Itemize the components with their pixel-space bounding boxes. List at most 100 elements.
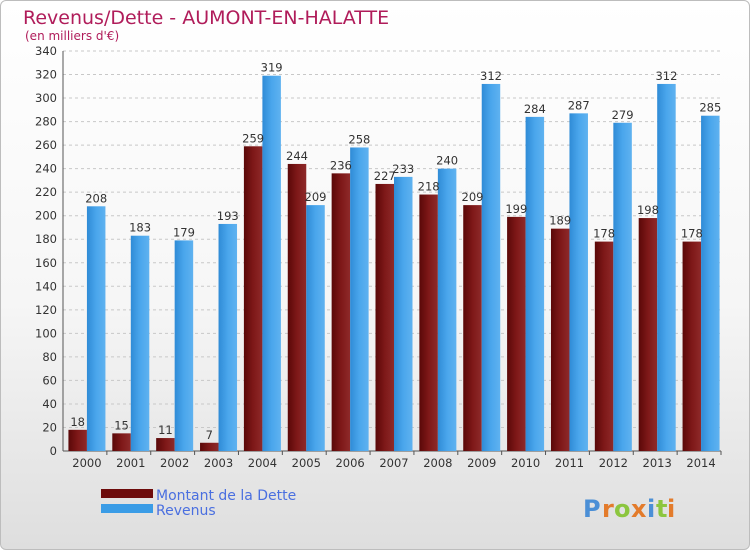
bar-revenus bbox=[569, 113, 588, 452]
bar-revenus bbox=[701, 115, 720, 452]
x-tick-label: 2003 bbox=[204, 456, 233, 470]
legend-swatch-debt bbox=[101, 489, 153, 498]
bar-debt bbox=[287, 163, 307, 452]
axis-layer: 0 20 40 60 80 100 120 140 160 180 200 220 240 260 280 3… bbox=[35, 44, 722, 470]
x-tick-label: 2008 bbox=[423, 456, 452, 470]
value-label-debt: 178 bbox=[681, 227, 703, 241]
bar-revenus bbox=[306, 205, 325, 451]
value-label-debt: 244 bbox=[286, 149, 308, 163]
y-tick-label: 120 bbox=[35, 303, 57, 317]
x-tick-label: 2009 bbox=[467, 456, 496, 470]
bar-revenus bbox=[350, 147, 369, 451]
x-tick-label: 2005 bbox=[292, 456, 321, 470]
value-label-debt: 7 bbox=[206, 428, 213, 442]
bar-debt bbox=[682, 241, 702, 451]
value-label-debt: 199 bbox=[505, 202, 527, 216]
bar-revenus bbox=[613, 122, 632, 451]
y-tick-label: 0 bbox=[50, 444, 57, 458]
y-tick-label: 260 bbox=[35, 138, 57, 152]
bar-layer bbox=[68, 75, 720, 452]
logo-letter: o bbox=[614, 495, 631, 523]
bar-revenus bbox=[394, 176, 413, 451]
x-tick-label: 2000 bbox=[72, 456, 101, 470]
value-label-debt: 227 bbox=[374, 169, 396, 183]
y-tick-label: 60 bbox=[42, 373, 57, 387]
value-label-debt: 11 bbox=[158, 423, 173, 437]
value-label-revenus: 285 bbox=[699, 101, 721, 115]
bar-debt bbox=[200, 442, 219, 451]
y-tick-label: 320 bbox=[35, 68, 57, 82]
value-label-revenus: 284 bbox=[524, 102, 546, 116]
y-tick-label: 40 bbox=[42, 397, 57, 411]
bar-debt bbox=[419, 194, 438, 451]
y-tick-label: 160 bbox=[35, 256, 57, 270]
legend-label-revenus: Revenus bbox=[156, 503, 216, 519]
legend: Montant de la Dette Revenus bbox=[101, 488, 296, 519]
bar-debt bbox=[594, 241, 614, 451]
value-label-revenus: 312 bbox=[655, 69, 677, 83]
y-tick-label: 340 bbox=[35, 44, 57, 58]
bar-revenus bbox=[86, 206, 106, 451]
label-layer: 18 208 15 183 11 179 7 193 259 319 244 209 236 258 227… bbox=[70, 61, 721, 442]
bar-debt bbox=[463, 205, 482, 451]
legend-item-revenus: Revenus bbox=[101, 503, 216, 519]
value-label-revenus: 287 bbox=[568, 98, 590, 112]
logo-letter: i bbox=[647, 495, 655, 523]
y-tick-label: 280 bbox=[35, 115, 57, 129]
y-tick-label: 80 bbox=[42, 350, 57, 364]
bar-debt bbox=[638, 218, 658, 451]
bar-revenus bbox=[130, 235, 150, 451]
y-tick-label: 100 bbox=[35, 326, 57, 340]
bar-debt bbox=[550, 228, 570, 451]
logo-letter: P bbox=[583, 495, 601, 523]
value-label-revenus: 312 bbox=[480, 69, 502, 83]
value-label-revenus: 319 bbox=[261, 61, 283, 75]
value-label-revenus: 258 bbox=[348, 132, 370, 146]
value-label-debt: 15 bbox=[114, 418, 129, 432]
x-tick-label: 2002 bbox=[160, 456, 189, 470]
x-tick-label: 2001 bbox=[116, 456, 145, 470]
logo-letter: x bbox=[631, 495, 647, 523]
bar-revenus bbox=[262, 75, 281, 452]
value-label-debt: 198 bbox=[637, 203, 659, 217]
value-label-debt: 236 bbox=[330, 158, 352, 172]
bar-revenus bbox=[174, 240, 194, 451]
logo-letter: i bbox=[667, 495, 675, 523]
y-tick-label: 200 bbox=[35, 209, 57, 223]
logo-letter: t bbox=[656, 495, 667, 523]
legend-swatch-revenus bbox=[101, 504, 153, 513]
x-tick-label: 2014 bbox=[686, 456, 715, 470]
value-label-revenus: 183 bbox=[129, 221, 151, 235]
bar-revenus bbox=[525, 116, 545, 451]
bar-revenus bbox=[481, 83, 501, 452]
logo-letter: r bbox=[602, 495, 614, 523]
value-label-revenus: 233 bbox=[392, 162, 414, 176]
y-tick-label: 180 bbox=[35, 232, 57, 246]
value-label-debt: 189 bbox=[549, 214, 571, 228]
bar-debt bbox=[112, 433, 131, 451]
value-label-revenus: 179 bbox=[173, 225, 195, 239]
bar-revenus bbox=[657, 83, 676, 452]
value-label-debt: 259 bbox=[242, 131, 264, 145]
y-tick-label: 140 bbox=[35, 279, 57, 293]
bar-revenus bbox=[218, 223, 238, 451]
bar-debt bbox=[375, 183, 394, 452]
value-label-revenus: 193 bbox=[217, 209, 239, 223]
chart-title: Revenus/Dette - AUMONT-EN-HALATTE bbox=[23, 7, 389, 29]
value-label-debt: 209 bbox=[462, 190, 484, 204]
y-tick-label: 300 bbox=[35, 91, 57, 105]
value-label-debt: 218 bbox=[418, 180, 440, 194]
x-tick-label: 2011 bbox=[555, 456, 584, 470]
value-label-debt: 18 bbox=[70, 415, 85, 429]
y-tick-label: 220 bbox=[35, 185, 57, 199]
x-tick-label: 2007 bbox=[379, 456, 408, 470]
chart-subtitle: (en milliers d'€) bbox=[25, 29, 119, 43]
bar-debt bbox=[331, 173, 351, 451]
x-tick-label: 2010 bbox=[511, 456, 540, 470]
bar-revenus bbox=[437, 168, 457, 451]
value-label-revenus: 279 bbox=[612, 108, 634, 122]
value-label-debt: 178 bbox=[593, 227, 615, 241]
y-tick-label: 240 bbox=[35, 162, 57, 176]
